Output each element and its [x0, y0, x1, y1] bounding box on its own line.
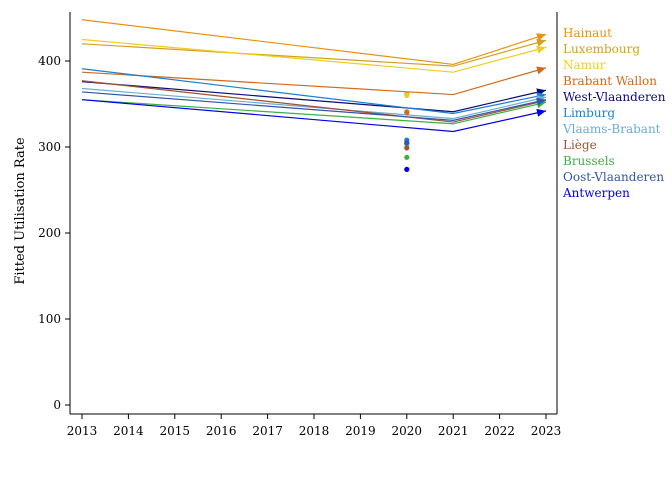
x-tick-label: 2016: [206, 424, 237, 438]
series-line: [81, 91, 547, 121]
series-line: [81, 67, 547, 96]
y-tick-label: 100: [38, 312, 61, 326]
legend-label: Liège: [563, 138, 597, 152]
series-line: [81, 99, 547, 125]
y-tick-label: 200: [38, 226, 61, 240]
data-point-2020: [404, 92, 410, 98]
x-tick-label: 2014: [113, 424, 144, 438]
data-point-2020: [404, 145, 410, 151]
series-layer: [81, 19, 547, 133]
series-arrowhead: [536, 38, 546, 47]
series-line: [81, 99, 547, 133]
legend-label: Limburg: [563, 106, 615, 120]
x-tick-label: 2013: [67, 424, 98, 438]
axes-layer: [69, 12, 558, 415]
x-tick-label: 2015: [160, 424, 191, 438]
data-point-2020: [404, 140, 410, 146]
legend-label: Luxembourg: [563, 42, 640, 56]
series-arrowhead: [536, 108, 546, 117]
series-line: [81, 19, 547, 66]
series-line: [81, 81, 547, 113]
x-tick-label: 2017: [252, 424, 283, 438]
legend-label: Vlaams-Brabant: [562, 122, 661, 136]
x-tick-label: 2022: [484, 424, 515, 438]
legend-label: Brabant Wallon: [563, 74, 657, 88]
x-tick-label: 2023: [531, 424, 562, 438]
series-line: [81, 39, 547, 67]
legend-layer: Hainaut Luxembourg Namur Brabant Wallon West…: [562, 26, 666, 200]
series-arrowhead: [536, 97, 546, 106]
series-line: [81, 87, 547, 120]
points-layer: [404, 91, 410, 172]
legend-label: Brussels: [563, 154, 615, 168]
series-arrowhead: [536, 33, 546, 41]
legend-label: Hainaut: [563, 26, 612, 40]
y-axis-label: Fitted Utilisation Rate: [13, 137, 28, 285]
y-tick-label: 400: [38, 54, 61, 68]
data-point-2020: [404, 166, 410, 172]
legend-label: West-Vlaanderen: [563, 90, 666, 104]
legend-label: Antwerpen: [562, 186, 630, 200]
x-tick-label: 2021: [438, 424, 469, 438]
x-tick-label: 2019: [345, 424, 376, 438]
data-point-2020: [404, 154, 410, 160]
x-tick-label: 2020: [392, 424, 423, 438]
y-tick-label: 300: [38, 140, 61, 154]
series-line: [81, 80, 547, 123]
series-arrowhead: [536, 66, 546, 75]
y-tick-label: 0: [53, 398, 61, 412]
legend-label: Oost-Vlaanderen: [563, 170, 664, 184]
legend-label: Namur: [563, 58, 606, 72]
data-point-2020: [404, 110, 410, 116]
series-arrowhead: [536, 45, 546, 54]
ticks-layer: 2013 2014 2015 2016 2017 2018 2019 2020 2021 2022…: [38, 54, 561, 438]
series-line: [81, 38, 547, 73]
series-line: [81, 68, 547, 115]
x-tick-label: 2018: [299, 424, 330, 438]
